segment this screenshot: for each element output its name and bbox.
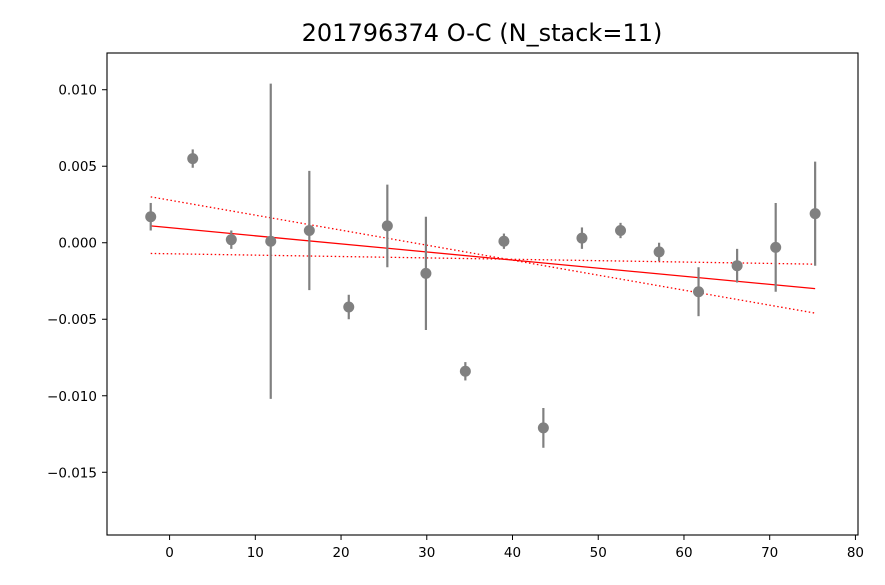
y-tick-label: −0.010 xyxy=(47,389,97,405)
data-point xyxy=(809,208,821,220)
fit-lines xyxy=(150,196,816,314)
data-point xyxy=(187,153,199,165)
x-tick-label: 20 xyxy=(332,545,349,561)
x-tick-label: 40 xyxy=(504,545,521,561)
x-tick-label: 70 xyxy=(761,545,778,561)
data-point xyxy=(145,211,157,223)
data-point xyxy=(653,246,665,258)
y-tick-label: −0.005 xyxy=(47,312,97,328)
data-point xyxy=(537,422,549,434)
x-tick-label: 80 xyxy=(847,545,864,561)
y-axis: 0.010 0.005 0.000 −0.005 −0.010 −0.015 xyxy=(47,83,107,481)
data-point xyxy=(459,365,471,377)
fit-line xyxy=(150,225,816,290)
data-point xyxy=(576,232,588,244)
data-point xyxy=(381,220,393,232)
y-tick-label: 0.005 xyxy=(58,159,97,175)
chart-title: 201796374 O-C (N_stack=11) xyxy=(302,19,663,47)
fit-bound-line xyxy=(150,252,816,265)
data-point xyxy=(731,260,743,272)
data-point xyxy=(265,235,277,247)
data-point xyxy=(420,267,432,279)
data-point xyxy=(693,286,705,298)
y-tick-label: 0.000 xyxy=(58,236,97,252)
x-tick-label: 10 xyxy=(247,545,264,561)
x-tick-label: 60 xyxy=(675,545,692,561)
data-point xyxy=(225,234,237,246)
x-tick-label: 0 xyxy=(165,545,174,561)
y-tick-label: 0.010 xyxy=(58,83,97,99)
data-points xyxy=(145,83,821,448)
x-tick-label: 50 xyxy=(590,545,607,561)
data-point xyxy=(303,224,315,236)
data-point xyxy=(498,235,510,247)
x-tick-label: 30 xyxy=(418,545,435,561)
data-point xyxy=(770,241,782,253)
data-point xyxy=(615,224,627,236)
y-tick-label: −0.015 xyxy=(47,465,97,481)
x-axis: 0 10 20 30 40 50 60 70 80 xyxy=(165,535,864,561)
fit-bound-line xyxy=(150,196,816,314)
data-point xyxy=(343,301,355,313)
plot-frame xyxy=(106,52,859,536)
